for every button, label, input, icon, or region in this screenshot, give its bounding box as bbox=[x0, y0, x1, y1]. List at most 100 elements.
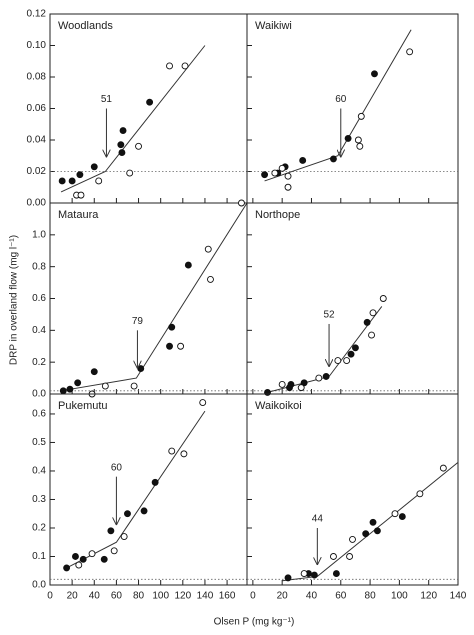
y-axis-title: DRP in overland flow (mg l⁻¹) bbox=[9, 235, 20, 365]
x-tick-label: 160 bbox=[219, 591, 236, 602]
y-tick-label: 0.2 bbox=[32, 357, 46, 368]
data-point bbox=[287, 381, 295, 388]
y-tick-label: 0.5 bbox=[32, 437, 46, 448]
panel-title: Waikoikoi bbox=[255, 400, 302, 412]
data-point bbox=[168, 447, 176, 455]
data-point bbox=[330, 553, 337, 560]
data-point bbox=[439, 464, 447, 472]
data-point bbox=[204, 245, 212, 253]
x-tick-label: 40 bbox=[89, 591, 101, 602]
data-point bbox=[72, 553, 79, 560]
data-point bbox=[126, 169, 134, 177]
data-point bbox=[363, 318, 371, 326]
data-point bbox=[77, 191, 85, 199]
data-point bbox=[322, 373, 330, 380]
data-point bbox=[59, 387, 67, 395]
data-point bbox=[88, 550, 96, 558]
x-tick-label: 120 bbox=[420, 591, 437, 602]
data-point bbox=[151, 478, 159, 486]
data-point bbox=[416, 490, 424, 498]
data-point bbox=[284, 574, 292, 582]
x-tick-label: 140 bbox=[450, 591, 467, 602]
data-point bbox=[406, 48, 414, 56]
data-point bbox=[66, 385, 74, 393]
breakpoint-label: 60 bbox=[111, 462, 123, 473]
panel-frame bbox=[49, 393, 248, 586]
data-point bbox=[146, 98, 154, 106]
data-point bbox=[90, 368, 98, 376]
x-tick-label: 20 bbox=[277, 591, 289, 602]
x-tick-label: 60 bbox=[335, 591, 347, 602]
panel-title: Pukemutu bbox=[58, 400, 108, 412]
x-tick-label: 60 bbox=[111, 591, 123, 602]
data-point bbox=[373, 527, 381, 535]
data-point bbox=[299, 157, 307, 164]
data-point bbox=[130, 382, 138, 390]
data-point bbox=[278, 164, 286, 172]
data-point bbox=[284, 172, 292, 180]
data-point bbox=[371, 70, 378, 78]
panel-frame bbox=[246, 393, 459, 586]
data-point bbox=[357, 112, 365, 120]
panel-title: Waikiwi bbox=[255, 20, 292, 32]
y-tick-label: 0.04 bbox=[27, 135, 47, 146]
data-point bbox=[369, 309, 377, 317]
y-tick-label: 0.4 bbox=[32, 466, 46, 477]
data-point bbox=[119, 127, 127, 135]
panel-title: Mataura bbox=[58, 209, 99, 221]
panel-title: Woodlands bbox=[58, 20, 113, 32]
y-tick-label: 0.2 bbox=[32, 523, 46, 534]
data-point bbox=[398, 513, 406, 521]
fit-line bbox=[264, 29, 412, 182]
y-tick-label: 0.10 bbox=[27, 40, 47, 51]
y-tick-label: 0.08 bbox=[27, 72, 47, 83]
y-tick-label: 0.3 bbox=[32, 494, 46, 505]
data-point bbox=[180, 450, 188, 458]
y-tick-label: 0.6 bbox=[32, 293, 46, 304]
data-point bbox=[76, 171, 84, 179]
data-point bbox=[261, 171, 269, 179]
y-tick-label: 0.0 bbox=[32, 580, 46, 591]
data-point bbox=[238, 199, 245, 207]
data-point bbox=[334, 357, 342, 365]
data-point bbox=[330, 155, 337, 163]
y-tick-label: 0.8 bbox=[32, 261, 46, 272]
data-point bbox=[346, 553, 354, 560]
data-point bbox=[184, 261, 192, 269]
data-point bbox=[297, 384, 305, 392]
breakpoint-label: 52 bbox=[323, 310, 335, 321]
breakpoint-label: 51 bbox=[101, 94, 113, 105]
data-point bbox=[124, 510, 131, 518]
data-point bbox=[75, 561, 83, 569]
y-tick-label: 0.0 bbox=[32, 389, 46, 400]
data-point bbox=[90, 163, 98, 171]
data-point bbox=[347, 350, 355, 358]
breakpoint-label: 60 bbox=[335, 94, 347, 105]
data-point bbox=[368, 331, 375, 339]
data-point bbox=[284, 183, 292, 191]
x-tick-label: 0 bbox=[250, 591, 256, 602]
data-point bbox=[207, 275, 214, 283]
data-point bbox=[101, 382, 109, 390]
y-tick-label: 0.4 bbox=[32, 325, 46, 336]
data-point bbox=[391, 510, 399, 518]
data-point bbox=[310, 571, 318, 579]
data-point bbox=[332, 570, 340, 578]
breakpoint-label: 44 bbox=[312, 514, 324, 525]
data-point bbox=[58, 177, 66, 185]
y-tick-label: 0.1 bbox=[32, 551, 46, 562]
x-tick-label: 0 bbox=[47, 591, 53, 602]
fit-line bbox=[66, 410, 206, 569]
panel-frame bbox=[246, 202, 459, 395]
y-tick-label: 1.0 bbox=[32, 229, 46, 240]
data-point bbox=[135, 142, 142, 150]
data-point bbox=[356, 142, 364, 150]
fit-line bbox=[60, 202, 248, 392]
y-tick-label: 0.12 bbox=[27, 9, 47, 20]
data-point bbox=[110, 547, 118, 555]
data-point bbox=[168, 323, 176, 331]
data-point bbox=[351, 344, 359, 352]
data-point bbox=[315, 374, 323, 382]
fit-line bbox=[60, 45, 206, 193]
data-point bbox=[166, 342, 173, 350]
